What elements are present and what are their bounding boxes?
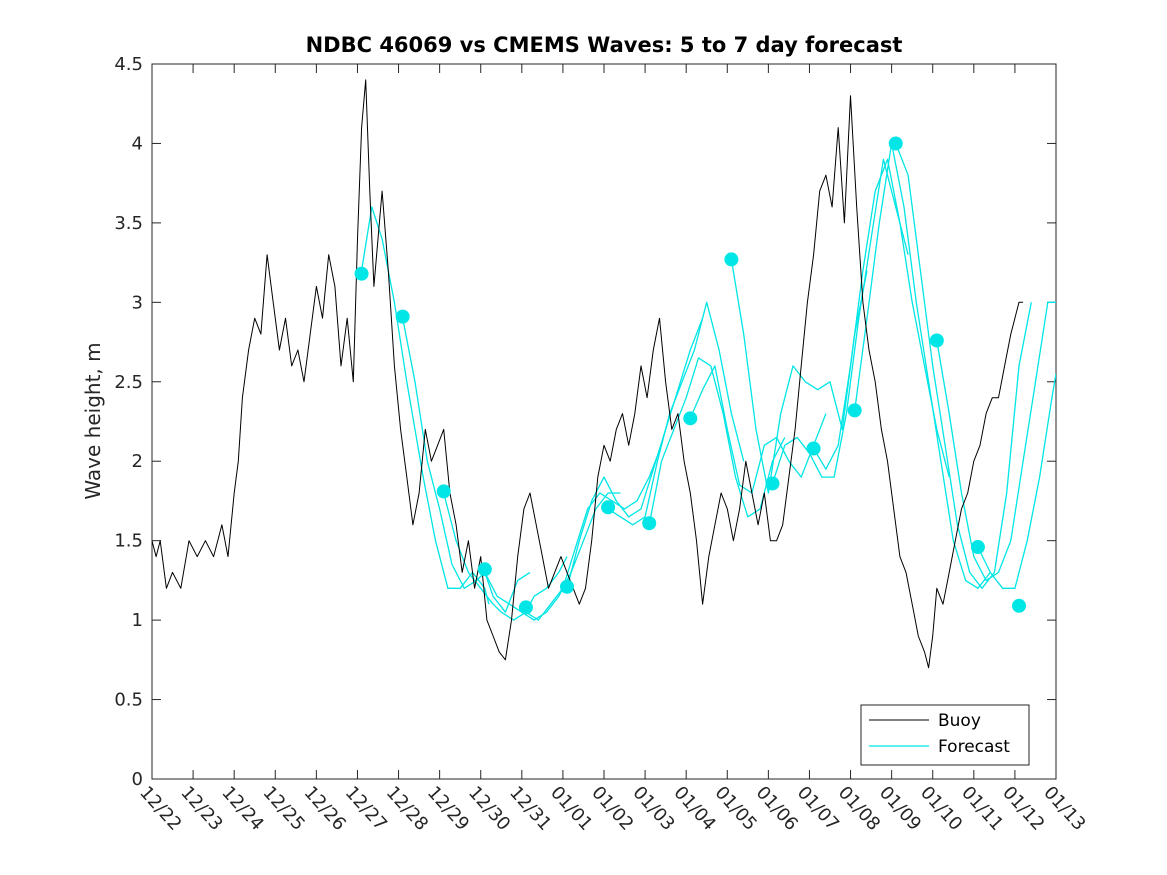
- chart-title: NDBC 46069 vs CMEMS Waves: 5 to 7 day fo…: [306, 33, 903, 57]
- y-tick-label: 4: [132, 133, 143, 154]
- forecast-series-line: [977, 373, 1056, 589]
- x-tick-label: 01/07: [793, 782, 843, 835]
- forecast-marker: [929, 333, 944, 348]
- forecast-marker: [395, 309, 410, 324]
- y-tick-label: 2: [132, 451, 143, 472]
- x-tick-label: 12/29: [423, 782, 473, 835]
- forecast-marker: [765, 476, 780, 491]
- x-tick-label: 01/11: [957, 782, 1007, 835]
- forecast-series-line: [895, 143, 1032, 589]
- forecast-series-line: [689, 365, 827, 494]
- forecast-marker: [888, 136, 903, 151]
- forecast-series-line: [936, 301, 1056, 582]
- y-tick-label: 0.5: [114, 690, 143, 711]
- x-tick-label: 01/10: [916, 782, 966, 835]
- forecast-marker: [436, 484, 451, 499]
- x-tick-label: 01/09: [875, 782, 925, 835]
- forecast-series-line: [360, 206, 490, 605]
- y-tick-label: 1: [132, 610, 143, 631]
- forecast-series-line: [443, 492, 568, 621]
- y-tick-label: 2.5: [114, 372, 143, 393]
- x-tick-label: 01/06: [752, 782, 802, 835]
- forecast-marker: [477, 562, 492, 577]
- x-tick-label: 12/23: [176, 782, 226, 835]
- y-axis-label: Wave height, m: [81, 342, 105, 499]
- x-tick-label: 12/28: [382, 782, 432, 835]
- forecast-marker: [683, 411, 698, 426]
- forecast-series-line: [730, 259, 868, 494]
- forecast-marker: [560, 579, 575, 594]
- y-tick-label: 4.5: [114, 54, 143, 75]
- x-tick-label: 01/08: [834, 782, 884, 835]
- x-tick-label: 12/22: [135, 782, 185, 835]
- forecast-marker: [518, 600, 533, 615]
- x-tick-label: 12/27: [341, 782, 391, 835]
- y-tick-label: 3.5: [114, 213, 143, 234]
- forecast-marker: [642, 516, 657, 531]
- forecast-series-line: [648, 357, 786, 525]
- forecast-series-line: [525, 445, 663, 621]
- forecast-marker: [847, 403, 862, 418]
- y-tick-label: 3: [132, 292, 143, 313]
- forecast-series-line: [854, 142, 991, 589]
- x-tick-label: 01/13: [1039, 782, 1089, 835]
- x-tick-label: 01/03: [628, 782, 678, 835]
- forecast-series-line: [484, 492, 621, 621]
- x-tick-label: 01/01: [546, 782, 596, 835]
- x-tick-label: 12/26: [300, 782, 350, 835]
- forecast-marker: [970, 540, 985, 555]
- x-tick-label: 12/24: [217, 782, 267, 835]
- x-tick-label: 01/05: [711, 782, 761, 835]
- x-tick-label: 01/12: [998, 782, 1048, 835]
- forecast-series-line: [402, 318, 531, 613]
- x-tick-label: 01/02: [587, 782, 637, 835]
- forecast-marker: [1012, 598, 1027, 613]
- forecast-marker: [354, 266, 369, 281]
- y-tick-label: 1.5: [114, 531, 143, 552]
- legend: Buoy Forecast: [860, 704, 1030, 766]
- x-tick-label: 12/30: [464, 782, 514, 835]
- y-tick-label: 0: [132, 769, 143, 790]
- legend-buoy-label: Buoy: [938, 711, 981, 731]
- legend-box: [860, 704, 1030, 766]
- buoy-series-line: [152, 79, 1024, 669]
- forecast-marker: [806, 441, 821, 456]
- forecast-series-line: [813, 158, 950, 478]
- forecast-series-line: [566, 317, 704, 589]
- forecast-series-line: [771, 158, 909, 484]
- forecast-marker: [601, 500, 616, 515]
- x-tick-label: 12/31: [505, 782, 555, 835]
- forecast-series-line: [607, 301, 745, 526]
- x-tick-label: 12/25: [259, 782, 309, 835]
- legend-forecast-label: Forecast: [938, 737, 1010, 757]
- x-tick-label: 01/04: [669, 782, 719, 835]
- axes-box: [151, 63, 1057, 780]
- forecast-marker: [724, 252, 739, 267]
